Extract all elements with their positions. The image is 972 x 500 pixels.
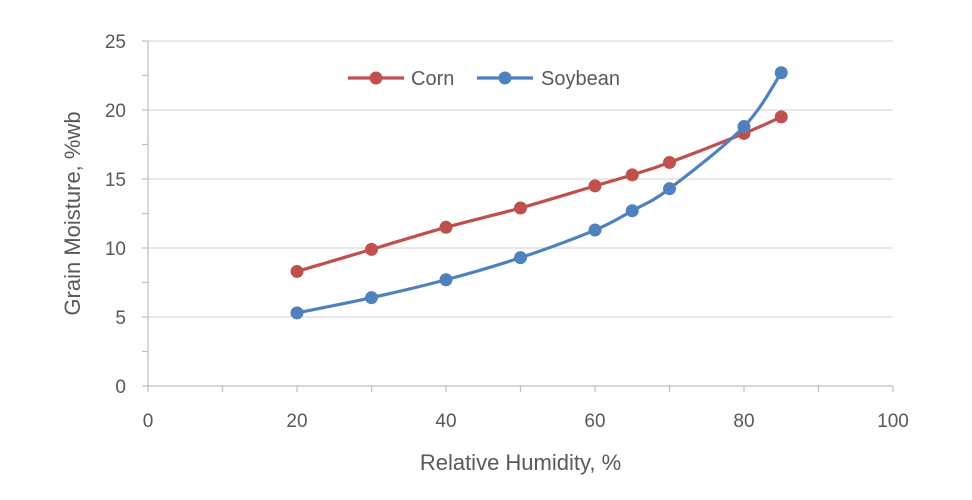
data-point-corn (365, 242, 378, 256)
x-tick-label: 20 (286, 411, 307, 432)
data-point-corn (514, 201, 527, 215)
legend: Corn Soybean (348, 68, 620, 90)
legend-marker-soybean (498, 71, 512, 85)
legend-label-corn: Corn (411, 68, 454, 90)
data-point-corn (663, 155, 676, 169)
data-point-soybean (290, 306, 304, 320)
data-point-soybean (737, 120, 751, 134)
gridlines (148, 40, 893, 318)
data-point-soybean (365, 291, 378, 305)
data-point-soybean (439, 273, 453, 287)
data-point-soybean (588, 223, 602, 237)
y-tick-label: 20 (105, 101, 126, 122)
series (290, 66, 788, 320)
data-point-corn (588, 179, 602, 193)
x-tick-label: 80 (733, 411, 754, 432)
x-tick-label: 60 (584, 411, 605, 432)
y-tick-label: 15 (105, 170, 126, 191)
axes: 0 5 10 15 20 25 0 20 40 60 80 100 (105, 32, 909, 432)
data-point-soybean (774, 66, 788, 80)
y-tick-label: 10 (105, 239, 126, 260)
legend-label-soybean: Soybean (541, 68, 620, 90)
y-tick-label: 25 (105, 32, 126, 53)
data-point-soybean (663, 182, 676, 196)
legend-item-soybean: Soybean (477, 68, 620, 90)
data-point-corn (439, 220, 453, 234)
data-point-corn (290, 264, 304, 278)
x-axis-title: Relative Humidity, % (420, 450, 621, 475)
y-tick-label: 0 (115, 377, 126, 398)
data-point-soybean (514, 251, 527, 265)
y-tick-label: 5 (115, 308, 126, 329)
x-tick-label: 40 (435, 411, 456, 432)
data-point-corn (625, 168, 639, 182)
data-point-corn (774, 110, 788, 124)
x-tick-label: 100 (877, 411, 909, 432)
x-tick-label: 0 (143, 411, 154, 432)
legend-marker-corn (369, 71, 383, 85)
data-point-soybean (625, 204, 639, 218)
legend-item-corn: Corn (348, 68, 454, 90)
y-axis-title: Grain Moisture, %wb (60, 111, 85, 315)
